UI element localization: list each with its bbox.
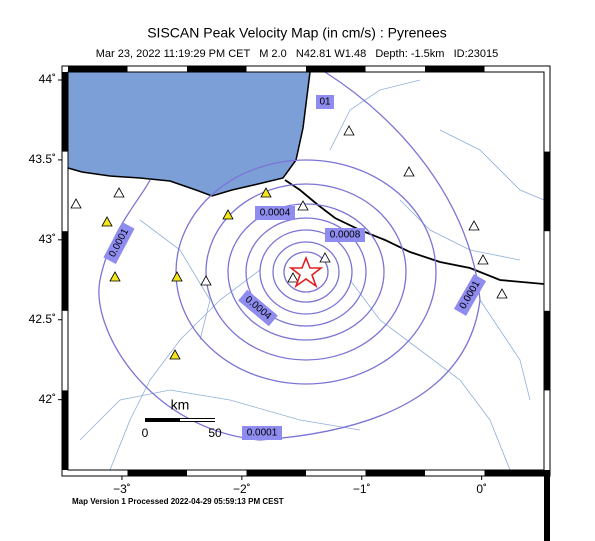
station: [171, 271, 183, 282]
scale-bar-rect: [180, 419, 215, 421]
frame-block: [306, 66, 366, 72]
station: [496, 288, 508, 299]
contour-label-box: [325, 228, 365, 242]
contour-label-box: [453, 274, 487, 316]
station: [169, 349, 181, 360]
x-tick-label: −1˚: [353, 482, 371, 496]
contour-label: 01: [316, 95, 334, 109]
stations: [70, 125, 508, 360]
title: SISCAN Peak Velocity Map (in cm/s) : Pyr…: [147, 25, 447, 41]
frame-block: [425, 66, 485, 72]
station: [109, 271, 121, 282]
station: [200, 275, 212, 286]
frame-block: [62, 72, 68, 152]
x-tick-label: −2˚: [233, 482, 251, 496]
station: [260, 187, 272, 198]
station: [343, 125, 355, 136]
frame-block: [246, 470, 306, 476]
contour-label-text: 01: [319, 97, 331, 108]
frame-block: [68, 66, 128, 72]
y-tick-label: 43˚: [39, 232, 56, 246]
station: [222, 209, 234, 220]
frame-block: [187, 66, 247, 72]
frame-block: [127, 470, 187, 476]
contour-label: 0.0004: [255, 206, 295, 220]
contour-label-box: [255, 206, 295, 220]
sea: [68, 72, 310, 196]
contour-label: 0.0001: [242, 426, 282, 440]
scale-label: 50: [208, 426, 222, 440]
frame-block: [544, 310, 550, 391]
station: [319, 252, 331, 263]
y-tick-label: 43.5˚: [29, 152, 56, 166]
x-tick-label: 0˚: [476, 482, 487, 496]
contours: [98, 71, 481, 441]
y-tick-label: 42.5˚: [29, 312, 56, 326]
station: [70, 198, 82, 209]
x-tick-label: −3˚: [113, 482, 131, 496]
contour-label-text: 0.0004: [260, 208, 291, 219]
y-tick-label: 42˚: [39, 392, 56, 406]
y-tick-label: 44˚: [39, 72, 56, 86]
frame-block: [544, 470, 550, 541]
frame-block: [544, 151, 550, 232]
station: [113, 187, 125, 198]
station: [477, 254, 489, 265]
border: [284, 179, 545, 285]
contour-label-text: 0.0001: [247, 428, 278, 439]
contour-label-box: [238, 289, 278, 327]
station: [101, 216, 113, 227]
scale-bar: km 0 50: [142, 397, 222, 440]
contour-label-text: 0.0008: [330, 230, 361, 241]
station: [403, 166, 415, 177]
station: [297, 200, 309, 211]
contour-label-box: [103, 222, 135, 264]
contour-label: 0.0008: [325, 228, 365, 242]
contour-label-box: [316, 95, 334, 109]
frame-block: [62, 390, 68, 470]
epicenter: [288, 255, 324, 289]
scale-title: km: [171, 397, 190, 413]
footer: Map Version 1 Processed 2022-04-29 05:59…: [72, 497, 284, 506]
station: [468, 220, 480, 231]
subtitle: Mar 23, 2022 11:19:29 PM CET M 2.0 N42.8…: [96, 48, 499, 60]
contour-label-box: [242, 426, 282, 440]
frame-block: [62, 231, 68, 311]
frame-block: [484, 470, 544, 476]
frame-block: [365, 470, 425, 476]
scale-label: 0: [142, 426, 149, 440]
rivers: [79, 79, 545, 471]
station: [287, 272, 299, 283]
frame: −3˚ −2˚ −1˚ 0˚ 42˚ 42.5˚ 43˚ 43.5˚ 44˚: [29, 65, 551, 541]
